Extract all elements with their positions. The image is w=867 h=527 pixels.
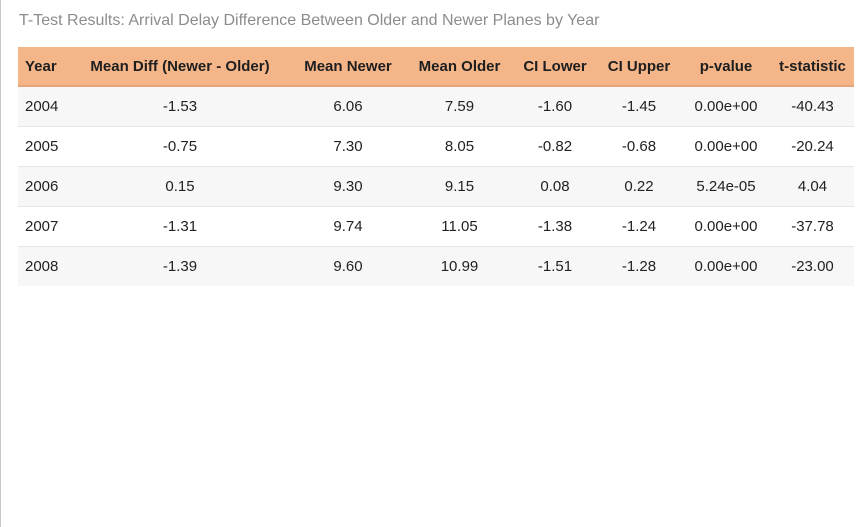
column-header-t-statistic[interactable]: t-statistic (771, 47, 854, 87)
cell-t-statistic: 4.04 (771, 166, 854, 207)
cell-t-statistic: -23.00 (771, 246, 854, 286)
cell-p-value: 0.00e+00 (681, 246, 771, 286)
cell-year: 2006 (18, 166, 70, 207)
cell-t-statistic: -20.24 (771, 126, 854, 167)
cell-mean-older: 8.05 (406, 126, 513, 167)
cell-year: 2007 (18, 206, 70, 247)
cell-ci-lower: 0.08 (513, 166, 597, 207)
cell-mean-diff: -0.75 (70, 126, 290, 167)
cell-p-value: 0.00e+00 (681, 126, 771, 167)
column-header-year[interactable]: Year (18, 47, 70, 87)
table-caption: T-Test Results: Arrival Delay Difference… (19, 12, 600, 29)
cell-ci-lower: -0.82 (513, 126, 597, 167)
cell-ci-upper: -1.45 (597, 85, 681, 127)
cell-ci-upper: -0.68 (597, 126, 681, 167)
cell-mean-older: 7.59 (406, 85, 513, 127)
ttest-results-table: Year Mean Diff (Newer - Older) Mean Newe… (18, 47, 854, 286)
column-header-ci-lower[interactable]: CI Lower (513, 47, 597, 87)
cell-ci-lower: -1.51 (513, 246, 597, 286)
cell-mean-newer: 9.30 (290, 166, 406, 207)
cell-p-value: 5.24e-05 (681, 166, 771, 207)
cell-mean-newer: 9.60 (290, 246, 406, 286)
cell-mean-diff: -1.53 (70, 85, 290, 127)
cell-mean-newer: 7.30 (290, 126, 406, 167)
table-row: 2005 -0.75 7.30 8.05 -0.82 -0.68 0.00e+0… (18, 126, 854, 167)
cell-year: 2004 (18, 85, 70, 127)
cell-ci-upper: -1.28 (597, 246, 681, 286)
table-row: 2006 0.15 9.30 9.15 0.08 0.22 5.24e-05 4… (18, 166, 854, 207)
cell-year: 2005 (18, 126, 70, 167)
cell-ci-lower: -1.38 (513, 206, 597, 247)
cell-ci-lower: -1.60 (513, 85, 597, 127)
panel-left-border (0, 0, 1, 527)
column-header-p-value[interactable]: p-value (681, 47, 771, 87)
cell-mean-diff: -1.39 (70, 246, 290, 286)
table-row: 2008 -1.39 9.60 10.99 -1.51 -1.28 0.00e+… (18, 246, 854, 286)
table-row: 2007 -1.31 9.74 11.05 -1.38 -1.24 0.00e+… (18, 206, 854, 247)
column-header-mean-newer[interactable]: Mean Newer (290, 47, 406, 87)
cell-mean-older: 10.99 (406, 246, 513, 286)
table-row: 2004 -1.53 6.06 7.59 -1.60 -1.45 0.00e+0… (18, 85, 854, 127)
column-header-ci-upper[interactable]: CI Upper (597, 47, 681, 87)
cell-mean-older: 9.15 (406, 166, 513, 207)
cell-t-statistic: -40.43 (771, 85, 854, 127)
column-header-mean-diff[interactable]: Mean Diff (Newer - Older) (70, 47, 290, 87)
cell-mean-newer: 9.74 (290, 206, 406, 247)
cell-year: 2008 (18, 246, 70, 286)
cell-t-statistic: -37.78 (771, 206, 854, 247)
column-header-mean-older[interactable]: Mean Older (406, 47, 513, 87)
cell-p-value: 0.00e+00 (681, 206, 771, 247)
cell-ci-upper: -1.24 (597, 206, 681, 247)
table-header-row: Year Mean Diff (Newer - Older) Mean Newe… (18, 47, 854, 87)
cell-mean-older: 11.05 (406, 206, 513, 247)
cell-mean-diff: 0.15 (70, 166, 290, 207)
cell-mean-newer: 6.06 (290, 85, 406, 127)
cell-p-value: 0.00e+00 (681, 85, 771, 127)
cell-ci-upper: 0.22 (597, 166, 681, 207)
cell-mean-diff: -1.31 (70, 206, 290, 247)
